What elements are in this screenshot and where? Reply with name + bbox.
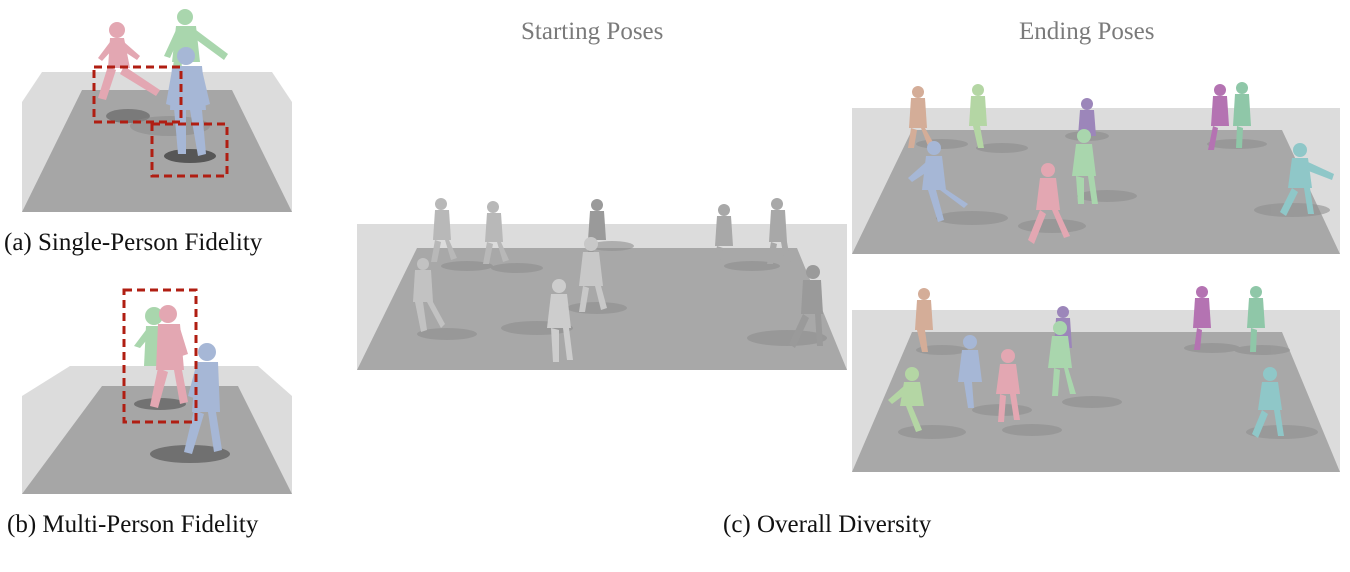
human-figure-gray (547, 279, 573, 362)
human-figure-gray (431, 198, 457, 262)
body-shadow (1254, 203, 1330, 217)
body-shadow (1184, 343, 1240, 353)
human-figure-tan (915, 288, 933, 352)
panel-ending-poses-top (852, 78, 1340, 256)
caption-multi-person-fidelity: (b) Multi-Person Fidelity (7, 511, 259, 538)
floor-top (22, 90, 292, 212)
body-shadow (1077, 190, 1137, 202)
human-figure-pink (98, 22, 160, 100)
human-figure-gray (483, 201, 509, 264)
human-figure-gray (579, 237, 607, 312)
human-figure-pink (996, 349, 1020, 422)
scene-ending-poses-top (852, 82, 1340, 254)
caption-overall-diversity: (c) Overall Diversity (723, 511, 932, 538)
panel-single-person-fidelity (20, 6, 295, 216)
human-figure-teal (1252, 367, 1284, 438)
human-figure-magenta (1208, 84, 1229, 150)
body-shadow (724, 261, 780, 271)
body-shadow (106, 109, 150, 123)
header-starting-poses: Starting Poses (521, 18, 664, 45)
body-shadow (417, 328, 477, 340)
body-shadow (150, 445, 230, 463)
scene-multi-person (22, 288, 292, 494)
body-shadow (590, 241, 634, 251)
human-figure-tan (908, 86, 934, 148)
human-figure-green (888, 367, 924, 432)
human-figure-gray (713, 204, 733, 266)
body-shadow (1002, 424, 1062, 436)
human-figure-green (1072, 129, 1098, 204)
human-figure-teal (1247, 286, 1265, 352)
panel-multi-person-fidelity (20, 286, 295, 498)
scene-ending-poses-bottom (852, 286, 1340, 472)
human-figure-green (1048, 321, 1076, 396)
body-shadow (1234, 345, 1290, 355)
highlight-box (92, 65, 183, 124)
human-figure-pink (1028, 163, 1070, 244)
body-shadow (441, 261, 493, 271)
body-shadow (164, 149, 216, 163)
human-figure-gray (767, 198, 791, 264)
body-shadow (976, 143, 1028, 153)
body-shadow (134, 398, 186, 410)
body-shadow (898, 425, 966, 439)
human-figure-blue (958, 335, 982, 408)
body-shadow (1018, 219, 1086, 233)
human-figure-gray (789, 265, 823, 348)
human-figure-pink (150, 305, 188, 408)
floor-top (22, 386, 292, 494)
scene-starting-poses (357, 198, 847, 370)
caption-single-person-fidelity: (a) Single-Person Fidelity (4, 229, 263, 256)
highlight-box (122, 288, 198, 424)
human-figure-blue (166, 47, 210, 156)
body-shadow (1062, 396, 1122, 408)
body-shadow (747, 330, 827, 346)
human-figure-gray (413, 258, 445, 332)
body-shadow (916, 345, 968, 355)
human-figure-blue (908, 141, 968, 222)
human-figure-teal (1233, 82, 1251, 148)
body-shadow (916, 139, 968, 149)
panel-starting-poses (357, 196, 847, 372)
body-shadow (567, 302, 627, 314)
scene-single-person (22, 9, 292, 212)
header-ending-poses: Ending Poses (1019, 18, 1155, 45)
highlight-box (150, 122, 229, 178)
human-figure-teal (1280, 143, 1334, 216)
human-figure-green (969, 84, 987, 148)
body-shadow (936, 211, 1008, 225)
body-shadow (491, 263, 543, 273)
panel-ending-poses-bottom (852, 282, 1340, 474)
human-figure-blue (184, 343, 222, 454)
human-figure-magenta (1193, 286, 1211, 350)
